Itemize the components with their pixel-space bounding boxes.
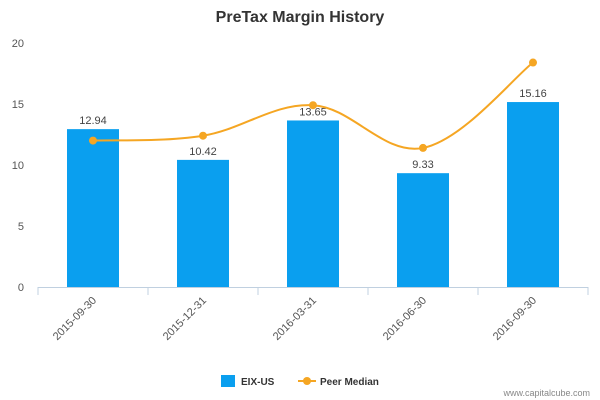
peer-median-line bbox=[92, 61, 534, 150]
peer-median-point bbox=[309, 101, 317, 110]
x-tick-label: 2016-03-31 bbox=[271, 295, 319, 343]
y-tick-label: 15 bbox=[12, 99, 24, 111]
credit-text: www.capitalcube.com bbox=[502, 388, 590, 398]
line-series bbox=[89, 58, 537, 152]
peer-median-point bbox=[419, 143, 427, 152]
legend-label: EIX-US bbox=[241, 377, 275, 388]
bar bbox=[397, 173, 449, 287]
legend-label: Peer Median bbox=[320, 377, 379, 388]
bar-data-label: 9.33 bbox=[412, 159, 433, 171]
y-tick-label: 5 bbox=[18, 221, 24, 233]
y-axis: 0 5 10 15 20 bbox=[12, 38, 24, 294]
y-tick-label: 20 bbox=[12, 38, 24, 50]
bar-series bbox=[67, 102, 559, 287]
bar bbox=[177, 159, 229, 287]
bar-data-label: 10.42 bbox=[189, 146, 217, 158]
bar bbox=[67, 129, 119, 287]
bar-data-labels: 12.94 10.42 13.65 9.33 15.16 bbox=[79, 88, 547, 171]
x-tick-label: 2015-09-30 bbox=[51, 295, 99, 343]
peer-median-point bbox=[529, 58, 537, 67]
x-tick-label: 2016-09-30 bbox=[491, 295, 539, 343]
legend-swatch-marker bbox=[303, 377, 311, 385]
legend: EIX-US Peer Median bbox=[221, 375, 379, 388]
x-tick-label: 2016-06-30 bbox=[381, 295, 429, 343]
legend-swatch-bar bbox=[221, 375, 235, 387]
y-tick-label: 0 bbox=[18, 282, 24, 294]
peer-median-point bbox=[89, 136, 97, 145]
bar-data-label: 13.65 bbox=[299, 106, 327, 118]
peer-median-point bbox=[199, 131, 207, 140]
bar bbox=[287, 120, 339, 287]
bar-data-label: 12.94 bbox=[79, 115, 107, 127]
y-tick-label: 10 bbox=[12, 160, 24, 172]
x-tick-label: 2015-12-31 bbox=[161, 295, 209, 343]
x-axis: 2015-09-30 2015-12-31 2016-03-31 2016-06-30… bbox=[37, 287, 589, 343]
bar-data-label: 15.16 bbox=[519, 88, 547, 100]
chart-title: PreTax Margin History bbox=[216, 9, 385, 26]
bar bbox=[507, 102, 559, 287]
